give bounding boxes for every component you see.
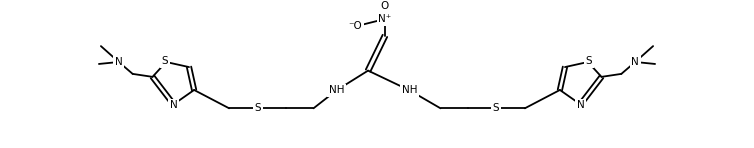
Text: N⁺: N⁺	[379, 14, 391, 24]
Text: N: N	[577, 100, 584, 110]
Text: S: S	[493, 103, 499, 113]
Text: N: N	[170, 100, 177, 110]
Text: S: S	[586, 56, 592, 66]
Text: NH: NH	[402, 85, 418, 95]
Text: S: S	[162, 56, 168, 66]
Text: ⁻O: ⁻O	[348, 21, 362, 31]
Text: NH: NH	[329, 85, 344, 95]
Text: N: N	[631, 57, 639, 67]
Text: S: S	[255, 103, 261, 113]
Text: O: O	[381, 1, 389, 11]
Text: N: N	[115, 57, 123, 67]
